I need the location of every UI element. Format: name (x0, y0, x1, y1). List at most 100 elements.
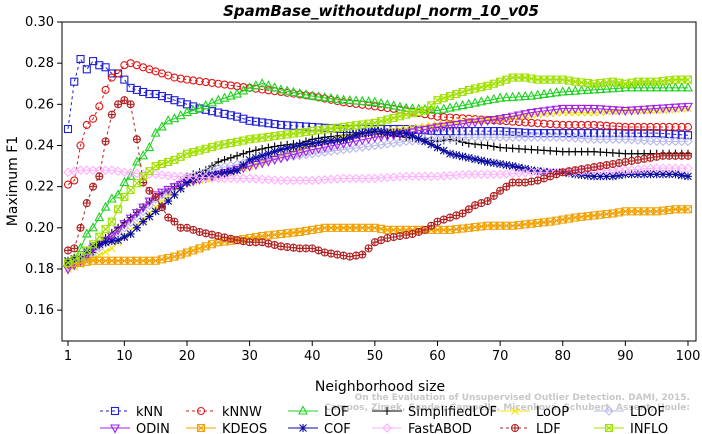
data-point (602, 160, 611, 170)
data-point (89, 240, 98, 249)
data-point (164, 197, 173, 206)
data-point (627, 156, 636, 165)
data-point (157, 188, 167, 198)
data-point (664, 136, 674, 147)
data-point (633, 135, 643, 145)
data-point (489, 127, 498, 136)
x-tick-label: 40 (304, 349, 321, 364)
data-point (539, 129, 549, 138)
data-point (552, 129, 561, 138)
data-point (163, 115, 174, 125)
legend-label: LDF (536, 422, 561, 434)
data-point (314, 138, 323, 147)
data-point (614, 106, 625, 116)
data-point (646, 170, 655, 179)
data-point (114, 205, 123, 214)
data-point (295, 141, 304, 150)
data-point (414, 134, 423, 143)
legend-label: ODIN (136, 422, 170, 434)
data-point (640, 122, 649, 132)
data-point (89, 182, 98, 191)
data-point (120, 233, 129, 242)
data-point (676, 103, 687, 113)
data-point (664, 104, 675, 114)
data-point (683, 122, 693, 132)
data-point (526, 90, 537, 100)
data-point (596, 129, 605, 138)
data-point (614, 134, 624, 145)
data-point (251, 174, 261, 184)
data-point (175, 181, 186, 191)
data-point (482, 116, 493, 127)
data-point (226, 153, 235, 162)
data-point (552, 120, 561, 129)
data-point (471, 155, 480, 164)
data-point (576, 85, 587, 95)
data-point (621, 129, 630, 138)
legend-marker (511, 407, 519, 415)
data-point (457, 120, 468, 130)
data-point (683, 151, 693, 160)
data-point (488, 116, 499, 126)
legend-item-odin: ODIN (100, 422, 170, 434)
data-point (539, 119, 549, 128)
data-point (113, 226, 124, 236)
data-point (546, 120, 555, 129)
legend-marker (604, 406, 614, 416)
x-tick-label: 60 (429, 349, 446, 364)
data-point (426, 171, 437, 182)
data-point (457, 99, 468, 110)
x-tick-label: 100 (676, 349, 701, 364)
data-point (207, 173, 217, 183)
data-point (169, 171, 180, 182)
data-point (514, 132, 524, 143)
data-point (82, 120, 91, 129)
data-point (557, 132, 568, 143)
data-point (451, 101, 462, 111)
data-point (233, 236, 242, 245)
data-point (439, 146, 448, 155)
legend-marker (196, 423, 206, 433)
data-point (426, 124, 437, 134)
data-point (251, 117, 260, 126)
data-point (557, 86, 568, 96)
legend-label: kNNW (222, 405, 262, 420)
data-point (646, 153, 655, 162)
data-point (564, 132, 574, 143)
data-point (577, 129, 586, 138)
data-point (294, 149, 305, 159)
data-point (150, 127, 161, 137)
data-point (151, 192, 160, 201)
data-point (532, 108, 543, 118)
data-point (458, 209, 467, 218)
data-point (357, 173, 368, 184)
data-point (502, 161, 511, 170)
data-point (658, 163, 668, 173)
data-point (652, 122, 661, 132)
data-point (627, 122, 636, 132)
data-point (145, 212, 154, 221)
data-point (132, 168, 142, 179)
data-point (88, 165, 98, 175)
data-point (665, 122, 674, 132)
data-point (338, 94, 349, 104)
data-point (645, 136, 656, 146)
data-point (220, 168, 229, 177)
data-point (496, 160, 505, 169)
data-point (220, 80, 229, 89)
data-point (483, 157, 492, 166)
data-point (207, 107, 217, 116)
data-point (357, 95, 368, 105)
data-point (407, 171, 418, 182)
data-point (602, 121, 611, 130)
data-point (250, 80, 261, 90)
data-point (70, 244, 79, 253)
data-point (119, 176, 130, 187)
data-point (332, 93, 343, 103)
data-point (595, 134, 606, 145)
data-point (139, 217, 148, 226)
data-point (382, 99, 393, 109)
data-point (558, 168, 567, 177)
data-point (626, 106, 637, 116)
y-tick-label: 0.22 (25, 180, 54, 195)
